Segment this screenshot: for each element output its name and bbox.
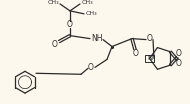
Text: CH₃: CH₃ — [81, 0, 93, 5]
Text: N: N — [147, 55, 152, 61]
Text: O: O — [147, 34, 153, 43]
Text: O: O — [175, 59, 181, 68]
Text: O: O — [175, 49, 181, 58]
Text: O: O — [88, 63, 94, 72]
Text: O: O — [52, 40, 58, 49]
Text: NH: NH — [91, 34, 103, 43]
FancyBboxPatch shape — [145, 55, 154, 62]
Text: O: O — [133, 49, 139, 58]
Text: O: O — [67, 20, 73, 29]
Text: CH₃: CH₃ — [47, 0, 59, 5]
Text: CH₃: CH₃ — [85, 11, 97, 16]
